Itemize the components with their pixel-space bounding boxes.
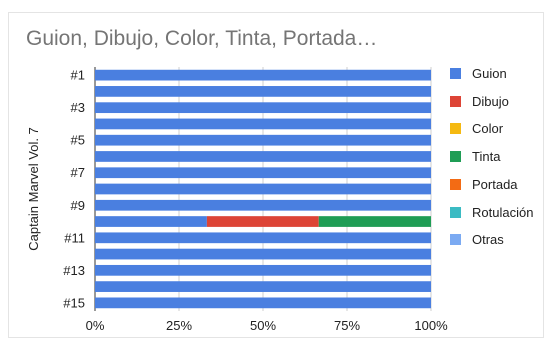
x-tick-label: 100% <box>414 318 448 333</box>
bar-segment <box>95 216 207 227</box>
legend-label: Portada <box>472 176 518 192</box>
legend-swatch <box>450 95 461 107</box>
y-axis-title: Captain Marvel Vol. 7 <box>26 127 41 251</box>
bar-segment <box>95 199 431 211</box>
legend-item: Dibujo <box>450 94 509 109</box>
legend-item: Rotulación <box>450 205 533 220</box>
y-tick-label: #9 <box>71 198 85 213</box>
legend-swatch <box>450 151 461 163</box>
x-tick-label: 75% <box>334 318 360 333</box>
legend-item: Color <box>450 121 503 136</box>
x-tick-label: 25% <box>166 318 192 333</box>
y-tick-label: #13 <box>63 263 85 278</box>
legend-item: Portada <box>450 177 518 192</box>
legend-label: Dibujo <box>472 93 509 109</box>
y-tick-label: #11 <box>64 230 85 245</box>
legend-label: Guion <box>472 66 507 81</box>
bar-segment <box>95 281 431 292</box>
y-tick-label: #15 <box>63 295 85 310</box>
bar-segment <box>95 69 431 81</box>
y-tick-label: #7 <box>71 165 85 180</box>
legend-label: Tinta <box>472 149 501 165</box>
legend-item: Guion <box>450 66 507 81</box>
y-tick-label: #3 <box>71 100 85 115</box>
bar-segment <box>95 167 431 179</box>
bar-segment <box>95 118 431 130</box>
bar-segment <box>95 248 431 260</box>
legend-label: Otras <box>472 232 504 248</box>
bar-segment <box>95 86 431 97</box>
bar-segment <box>95 134 431 146</box>
y-tick-label: #1 <box>71 68 85 83</box>
legend-swatch <box>450 178 461 190</box>
legend-item: Otras <box>450 232 504 247</box>
legend-label: Color <box>472 121 504 137</box>
bar-segment <box>95 151 431 162</box>
y-tick-label: #5 <box>71 133 85 148</box>
legend-swatch <box>450 68 461 79</box>
bar-segment <box>95 264 431 276</box>
bar-segment <box>95 102 431 114</box>
x-tick-label: 50% <box>250 318 276 333</box>
bar-segment <box>95 297 431 309</box>
chart-title: Guion, Dibujo, Color, Tinta, Portada… <box>26 27 378 50</box>
legend-swatch <box>450 206 461 218</box>
bar-segment <box>95 183 431 195</box>
bar-segment <box>95 232 431 244</box>
bar-segment <box>318 216 431 227</box>
legend-item: Tinta <box>450 149 500 164</box>
bar-segment <box>206 216 319 227</box>
legend-swatch <box>450 234 461 246</box>
x-tick-label: 0% <box>86 318 105 333</box>
legend-swatch <box>450 123 461 135</box>
legend-label: Rotulación <box>472 204 534 220</box>
